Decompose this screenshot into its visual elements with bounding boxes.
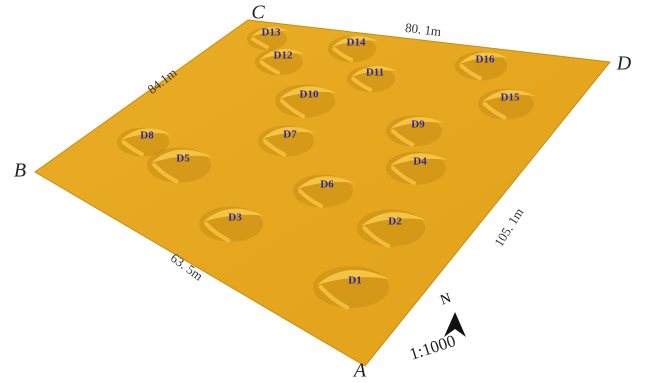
corner-label: A xyxy=(352,360,367,382)
dune-label: D12 xyxy=(274,50,293,62)
dune-label: D7 xyxy=(283,129,297,141)
dune-label: D14 xyxy=(347,37,366,49)
dune-label: D2 xyxy=(388,216,402,228)
dune-label: D4 xyxy=(413,156,427,168)
corner-label: C xyxy=(251,2,265,24)
corner-label: B xyxy=(14,160,26,182)
dune-label: D16 xyxy=(476,54,495,66)
dune-label: D3 xyxy=(228,212,242,224)
dune-label: D6 xyxy=(320,179,334,191)
north-label: N xyxy=(439,291,454,309)
dune-label: D5 xyxy=(176,153,190,165)
scale-label: 1:1000 xyxy=(407,331,458,364)
corner-label: D xyxy=(616,53,632,75)
dune-label: D11 xyxy=(366,67,384,79)
edge-length: 105. 1m xyxy=(491,205,526,249)
dune-label: D9 xyxy=(411,119,425,131)
dune-label: D1 xyxy=(348,275,361,287)
dune-label: D13 xyxy=(262,27,281,39)
dune-label: D8 xyxy=(140,130,154,142)
edge-length: 80. 1m xyxy=(404,20,442,39)
terrain-figure: D1D2D3D4D5D6D7D8D9D10D11D12D13D14D15D16 … xyxy=(0,0,651,383)
dune-label: D15 xyxy=(501,92,520,104)
dune-label: D10 xyxy=(300,89,319,101)
